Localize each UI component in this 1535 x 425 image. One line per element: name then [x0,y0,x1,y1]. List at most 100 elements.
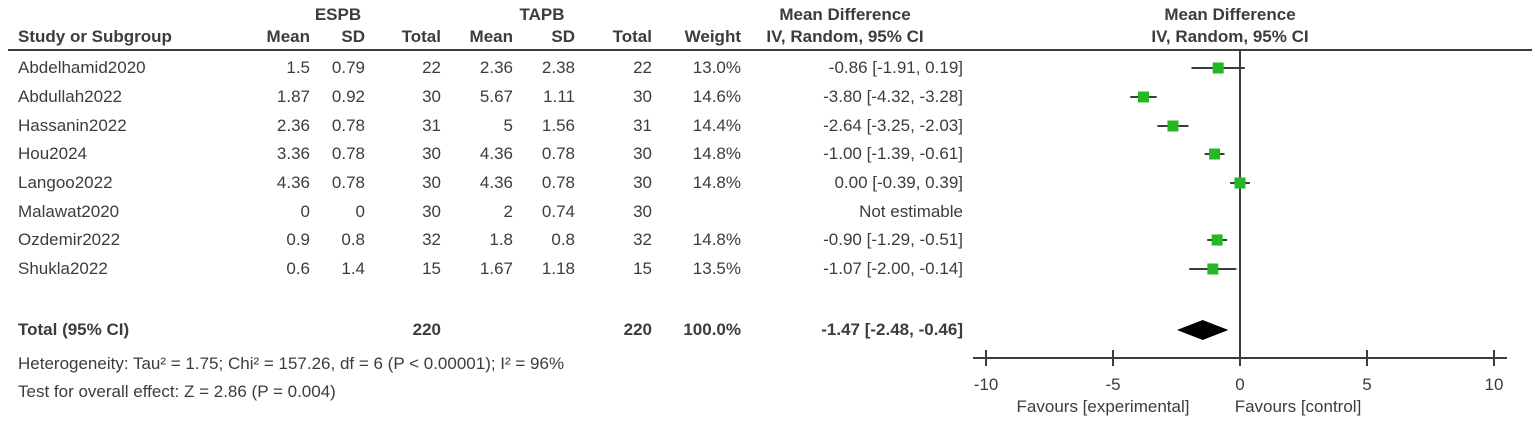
cell-sd1: 0.8 [341,230,365,249]
cell-sd2: 1.56 [541,116,575,135]
table-row: Hou2024 3.36 0.78 30 4.36 0.78 30 14.8% -1.00 [-… [0,140,970,168]
cell-total1: 30 [422,173,441,192]
cell-study: Langoo2022 [18,173,113,192]
cell-total2: 30 [633,202,652,221]
cell-total1: 30 [422,202,441,221]
axis-tick-label: -10 [974,375,999,394]
effect-square [1211,234,1223,246]
plot-title-mean-difference: Mean Difference [1164,5,1296,24]
cell-study: Ozdemir2022 [18,230,121,249]
overall-effect-test: Test for overall effect: Z = 2.86 (P = 0… [18,382,336,401]
cell-total2: 22 [633,58,652,77]
cell-study: Abdullah2022 [18,87,122,106]
cell-total2: 32 [633,230,652,249]
axis-tick-label: 10 [1485,375,1504,394]
col-header-weight: Weight [684,27,741,46]
cell-mean1: 0 [300,202,310,221]
cell-ci: -0.90 [-1.29, -0.51] [823,230,963,249]
cell-mean2: 5 [503,116,513,135]
effect-square [1167,120,1179,132]
col-header-ci: IV, Random, 95% CI [766,27,924,46]
cell-sd2: 1.11 [543,87,575,106]
col-header-tapb-mean: Mean [469,27,513,46]
cell-sd2: 2.38 [541,58,575,77]
cell-sd2: 1.18 [541,259,575,278]
cell-ci: 0.00 [-0.39, 0.39] [834,173,963,192]
total-diamond [1177,320,1229,340]
cell-total1: 22 [422,58,441,77]
table-row: Shukla2022 0.6 1.4 15 1.67 1.18 15 13.5% -1.07 [… [0,255,970,283]
group-header-espb: ESPB [314,5,362,24]
total-ci: -1.47 [-2.48, -0.46] [821,320,963,339]
cell-ci: Not estimable [859,202,963,221]
cell-study: Shukla2022 [18,259,108,278]
group-header-tapb: TAPB [519,5,565,24]
header-underline [8,49,1532,51]
cell-ci: -3.80 [-4.32, -3.28] [823,87,963,106]
total-row: Total (95% CI) 220 220 100.0% -1.47 [-2.… [0,316,970,344]
cell-mean2: 2 [503,202,513,221]
cell-mean1: 3.36 [276,144,310,163]
effect-square [1207,263,1219,275]
effect-square [1234,177,1246,189]
cell-sd2: 0.74 [541,202,575,221]
cell-total1: 31 [422,116,441,135]
cell-mean1: 4.36 [276,173,310,192]
cell-mean2: 5.67 [479,87,513,106]
plot-header-ci: IV, Random, 95% CI [1151,27,1309,46]
cell-study: Abdelhamid2020 [18,58,146,77]
cell-sd1: 1.4 [341,259,365,278]
col-header-study: Study or Subgroup [18,27,172,46]
cell-mean2: 1.8 [489,230,513,249]
cell-weight: 14.6% [692,87,741,106]
column-group-mean-difference: Mean Difference [779,5,911,24]
cell-mean1: 1.87 [276,87,310,106]
cell-mean2: 1.67 [479,259,513,278]
cell-ci: -2.64 [-3.25, -2.03] [823,116,963,135]
cell-total2: 30 [633,173,652,192]
cell-study: Malawat2020 [18,202,120,221]
cell-mean1: 0.9 [286,230,310,249]
cell-mean1: 2.36 [276,116,310,135]
effect-square [1212,62,1224,74]
cell-mean2: 2.36 [479,58,513,77]
axis-tick-label: 0 [1235,375,1244,394]
col-header-espb-mean: Mean [266,27,310,46]
cell-sd2: 0.78 [541,144,575,163]
cell-total2: 31 [633,116,652,135]
cell-ci: -1.07 [-2.00, -0.14] [823,259,963,278]
cell-study: Hou2024 [18,144,88,163]
favours-control-label: Favours [control] [1235,397,1362,416]
table-row: Hassanin2022 2.36 0.78 31 5 1.56 31 14.4% -2.64 … [0,112,970,140]
cell-weight: 14.8% [692,173,741,192]
cell-weight: 14.8% [692,230,741,249]
cell-weight: 14.8% [692,144,741,163]
cell-weight: 13.5% [692,259,741,278]
total-tapb-n: 220 [623,320,652,339]
heterogeneity-stats: Heterogeneity: Tau² = 1.75; Chi² = 157.2… [18,354,565,373]
total-weight: 100.0% [683,320,741,339]
cell-total2: 30 [633,87,652,106]
col-header-espb-total: Total [401,27,441,46]
cell-mean1: 0.6 [286,259,310,278]
cell-weight: 14.4% [692,116,741,135]
col-header-espb-sd: SD [341,27,365,46]
cell-sd1: 0.79 [331,58,365,77]
cell-total2: 30 [633,144,652,163]
table-row: Ozdemir2022 0.9 0.8 32 1.8 0.8 32 14.8% -0.90 [-… [0,226,970,254]
total-espb-n: 220 [412,320,441,339]
cell-total1: 15 [422,259,441,278]
axis-tick-label: 5 [1362,375,1371,394]
table-row: Langoo2022 4.36 0.78 30 4.36 0.78 30 14.8% 0.00 … [0,169,970,197]
cell-study: Hassanin2022 [18,116,127,135]
cell-total1: 30 [422,144,441,163]
cell-sd2: 0.8 [551,230,575,249]
favours-experimental-label: Favours [experimental] [1017,397,1190,416]
effect-square [1209,148,1221,160]
cell-ci: -0.86 [-1.91, 0.19] [828,58,963,77]
cell-sd1: 0.78 [331,144,365,163]
cell-sd1: 0.92 [331,87,365,106]
cell-sd1: 0 [355,202,365,221]
